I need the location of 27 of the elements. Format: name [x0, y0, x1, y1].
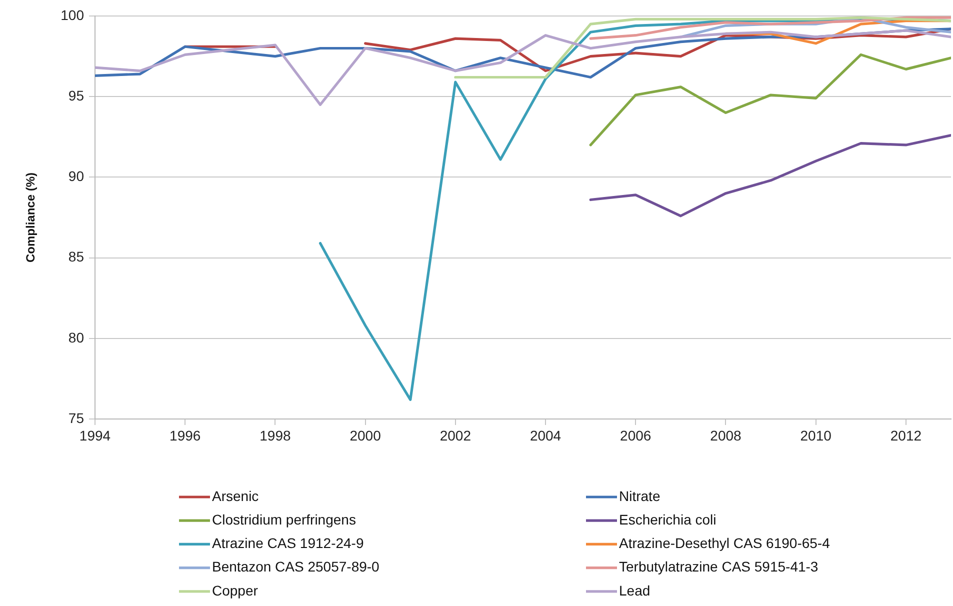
- legend-label: Arsenic: [212, 488, 259, 504]
- x-tick-label: 2008: [710, 427, 742, 444]
- legend-label: Copper: [212, 582, 258, 598]
- y-tick-label: 100: [60, 6, 84, 23]
- legend-label: Nitrate: [619, 488, 660, 504]
- legend-label: Atrazine-Desethyl CAS 6190-65-4: [619, 535, 830, 552]
- legend-label: Lead: [619, 582, 650, 598]
- legend-label: Bentazon CAS 25057-89-0: [212, 558, 380, 575]
- x-tick-label: 1998: [260, 427, 291, 444]
- y-tick-label: 90: [68, 168, 84, 184]
- x-tick-label: 2006: [620, 427, 652, 444]
- legend-label: Terbutylatrazine CAS 5915-41-3: [619, 558, 818, 575]
- legend-label: Escherichia coli: [619, 511, 716, 528]
- x-tick-label: 2004: [530, 427, 562, 444]
- legend-label: Clostridium perfringens: [212, 511, 356, 528]
- x-tick-label: 2012: [890, 427, 922, 444]
- legend-label: Atrazine CAS 1912-24-9: [212, 535, 364, 552]
- y-tick-label: 75: [68, 410, 84, 426]
- x-tick-label: 2002: [440, 427, 472, 444]
- y-tick-label: 80: [68, 329, 84, 346]
- y-tick-label: 85: [68, 248, 84, 265]
- x-tick-label: 2000: [350, 427, 382, 444]
- y-axis-title: Compliance (%): [24, 172, 38, 263]
- y-tick-label: 95: [68, 87, 84, 104]
- x-tick-label: 1996: [170, 427, 201, 444]
- x-tick-label: 2010: [800, 427, 832, 444]
- x-tick-label: 1994: [79, 427, 111, 444]
